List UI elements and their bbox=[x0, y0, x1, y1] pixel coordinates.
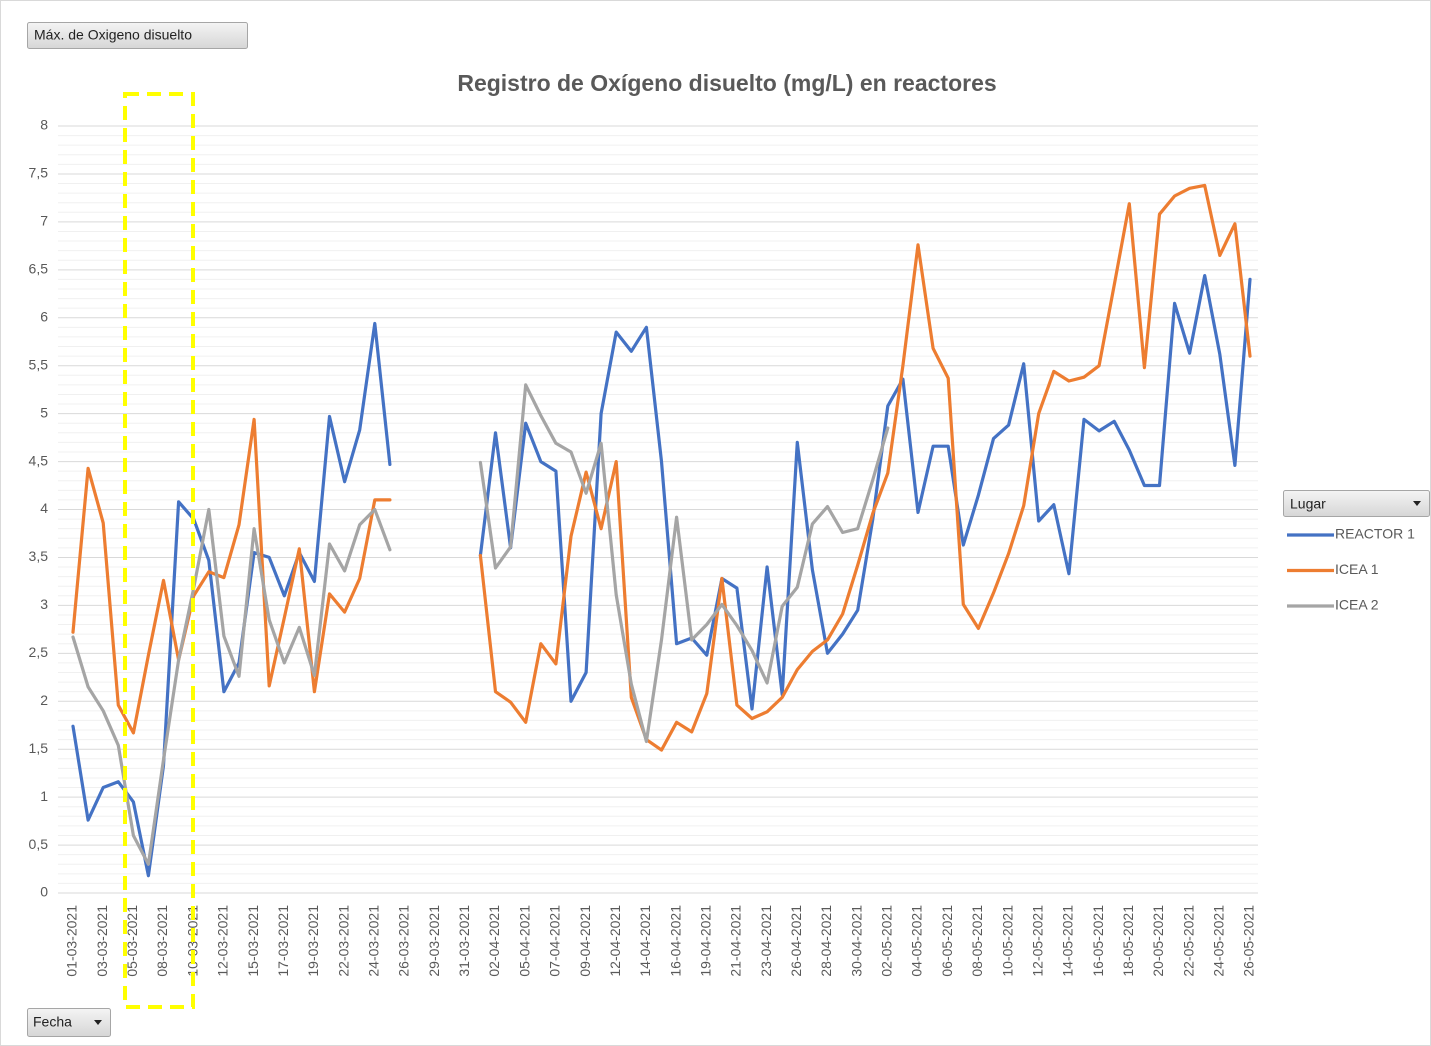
dropdown-arrow[interactable] bbox=[1413, 501, 1421, 506]
x-tick-label: 15-03-2021 bbox=[245, 905, 261, 977]
x-tick-label: 06-05-2021 bbox=[939, 905, 955, 977]
series-line bbox=[71, 183, 1252, 752]
highlight-box bbox=[123, 92, 195, 1009]
chart-title: Registro de Oxígeno disuelto (mg/L) en r… bbox=[457, 70, 996, 96]
button-label[interactable]: Máx. de Oxigeno disuelto bbox=[34, 27, 192, 43]
x-tick-label: 17-03-2021 bbox=[275, 905, 291, 977]
x-tick-label: 12-03-2021 bbox=[215, 905, 231, 977]
x-tick-label: 12-05-2021 bbox=[1029, 905, 1045, 977]
button-label[interactable]: Fecha bbox=[33, 1014, 72, 1030]
x-tick-label: 02-05-2021 bbox=[879, 905, 895, 977]
x-tick-label: 20-05-2021 bbox=[1150, 905, 1166, 977]
x-tick-label: 31-03-2021 bbox=[456, 905, 472, 977]
y-tick-label: 7 bbox=[40, 213, 48, 229]
x-tick-label: 19-04-2021 bbox=[697, 905, 713, 977]
y-tick-label: 8 bbox=[40, 117, 48, 133]
x-tick-label: 04-05-2021 bbox=[909, 905, 925, 977]
legend-label: ICEA 2 bbox=[1335, 597, 1379, 613]
x-tick-label: 23-04-2021 bbox=[758, 905, 774, 977]
x-tick-label: 14-04-2021 bbox=[637, 905, 653, 977]
x-tick-label: 28-04-2021 bbox=[818, 905, 834, 977]
x-tick-label: 30-04-2021 bbox=[848, 905, 864, 977]
y-tick-label: 1,5 bbox=[29, 740, 49, 756]
x-tick-label: 09-04-2021 bbox=[577, 905, 593, 977]
x-tick-label: 08-05-2021 bbox=[969, 905, 985, 977]
y-tick-label: 6 bbox=[40, 308, 48, 324]
x-tick-label: 19-03-2021 bbox=[305, 905, 321, 977]
y-tick-label: 1 bbox=[40, 788, 48, 804]
value-field-button[interactable]: Máx. de Oxigeno disuelto bbox=[27, 22, 248, 49]
axis-field-button[interactable]: Fecha bbox=[27, 1008, 111, 1037]
y-tick-label: 5,5 bbox=[29, 356, 49, 372]
x-tick-label: 16-05-2021 bbox=[1090, 905, 1106, 977]
button-face[interactable] bbox=[27, 22, 248, 49]
x-tick-label: 01-03-2021 bbox=[64, 905, 80, 977]
grid: 0 0,5 1 1,5 2 2,5 3 3,5 4 4,5 5 5,5 6 6,5 7 7,5 8 bbox=[29, 117, 1258, 900]
x-tick-label: 12-04-2021 bbox=[607, 905, 623, 977]
x-tick-label: 07-04-2021 bbox=[547, 905, 563, 977]
button-face[interactable] bbox=[1283, 490, 1430, 517]
x-tick-label: 24-03-2021 bbox=[365, 905, 381, 977]
y-tick-label: 6,5 bbox=[29, 261, 49, 277]
x-tick-label: 18-05-2021 bbox=[1120, 905, 1136, 977]
x-axis: 01-03-2021 03-03-2021 05-03-2021 08-03-2021… bbox=[64, 905, 1257, 977]
x-tick-label: 16-04-2021 bbox=[667, 905, 683, 977]
x-tick-label: 10-05-2021 bbox=[999, 905, 1015, 977]
y-tick-label: 2 bbox=[40, 692, 48, 708]
y-tick-label: 3 bbox=[40, 596, 48, 612]
legend-field-button[interactable]: Lugar bbox=[1283, 490, 1430, 517]
x-tick-label: 03-03-2021 bbox=[94, 905, 110, 977]
y-tick-label: 4 bbox=[40, 500, 48, 516]
legend-label: ICEA 1 bbox=[1335, 561, 1379, 577]
y-tick-label: 2,5 bbox=[29, 644, 49, 660]
x-tick-label: 29-03-2021 bbox=[426, 905, 442, 977]
y-tick-label: 0 bbox=[40, 884, 48, 900]
x-tick-label: 05-04-2021 bbox=[516, 905, 532, 977]
legend: REACTOR 1 ICEA 1 ICEA 2 bbox=[1287, 526, 1415, 613]
x-tick-label: 14-05-2021 bbox=[1060, 905, 1076, 977]
x-tick-label: 26-04-2021 bbox=[788, 905, 804, 977]
y-tick-label: 3,5 bbox=[29, 548, 49, 564]
x-tick-label: 26-03-2021 bbox=[396, 905, 412, 977]
x-tick-label: 02-04-2021 bbox=[486, 905, 502, 977]
y-tick-label: 7,5 bbox=[29, 165, 49, 181]
x-tick-label: 22-05-2021 bbox=[1180, 905, 1196, 977]
button-label[interactable]: Lugar bbox=[1290, 496, 1326, 512]
x-tick-label: 08-03-2021 bbox=[154, 905, 170, 977]
minor-grid bbox=[58, 135, 1258, 884]
y-tick-label: 0,5 bbox=[29, 836, 49, 852]
x-tick-label: 24-05-2021 bbox=[1211, 905, 1227, 977]
dropdown-arrow[interactable] bbox=[94, 1020, 102, 1025]
y-tick-label: 5 bbox=[40, 404, 48, 420]
y-tick-label: 4,5 bbox=[29, 452, 49, 468]
legend-label: REACTOR 1 bbox=[1335, 526, 1415, 542]
x-tick-label: 21-04-2021 bbox=[728, 905, 744, 977]
x-tick-label: 26-05-2021 bbox=[1241, 905, 1257, 977]
x-tick-label: 22-03-2021 bbox=[335, 905, 351, 977]
button-face[interactable] bbox=[27, 1008, 111, 1037]
x-tick-label: 05-03-2021 bbox=[124, 905, 140, 977]
